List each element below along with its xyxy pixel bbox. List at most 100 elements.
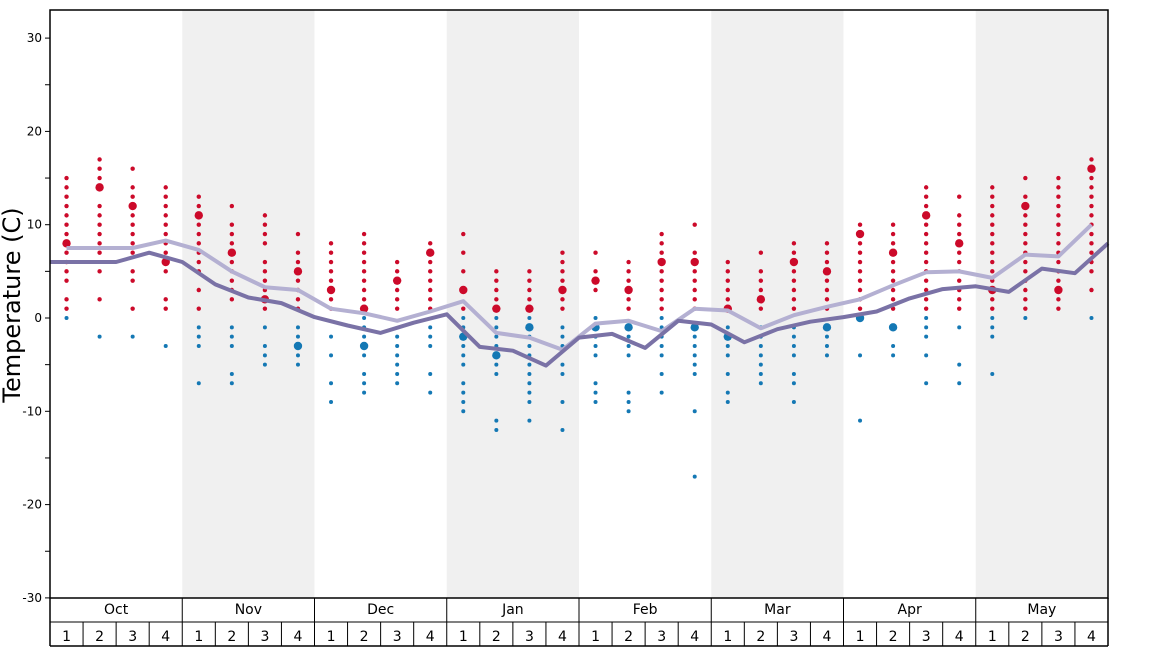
warm-dot [692,250,697,255]
cold-dot [494,371,499,376]
cold-dot [659,353,664,358]
warm-dot [659,241,664,246]
cold-dot [560,371,565,376]
warm-dot [394,287,400,293]
warm-dot [229,297,235,302]
warm-dot [130,278,135,283]
cold-dot [1089,316,1094,320]
warm-dot [97,250,102,255]
warm-dot [791,241,797,246]
warm-dot [593,287,598,293]
warm-dot [64,231,69,237]
y-tick-label: 0 [34,311,42,325]
warm-dot [923,222,929,227]
warm-dot [64,269,69,274]
warm-dot [295,231,301,237]
warm-dot [262,278,268,283]
warm-dot [957,259,962,265]
warm-dot [494,269,499,274]
week-label: 2 [889,629,898,645]
cold-dot [525,323,534,332]
warm-dot [1023,269,1028,274]
warm-dot [921,211,931,220]
month-label-mar: Mar [764,602,791,618]
week-label: 4 [823,629,832,645]
warm-dot [593,250,598,255]
cold-dot [461,399,466,404]
warm-dot [560,250,565,255]
cold-dot [494,334,499,339]
week-label: 1 [591,629,600,645]
y-axis: 30 20 10 0 -10 -20 -30 [22,31,50,605]
cold-dot [329,381,334,386]
warm-dot [527,269,532,274]
cold-dot [822,323,832,332]
warm-dot [593,269,598,274]
warm-dot [1056,241,1061,246]
warm-dot [560,278,565,283]
warm-dot [64,213,69,218]
cold-dot [362,334,367,339]
warm-dot [824,278,830,283]
week-label: 2 [624,629,633,645]
warm-dot [97,241,102,246]
warm-dot [64,297,69,302]
warm-dot [130,185,135,190]
warm-dot [890,278,896,283]
warm-dot [328,278,334,283]
warm-dot [659,306,664,311]
warm-dot [64,278,69,283]
warm-dot [64,185,69,190]
warm-dot [957,278,962,283]
cold-dot [957,325,962,330]
warm-dot [1089,203,1094,209]
warm-dot [824,241,830,246]
warm-dot [361,278,367,283]
warm-dot [725,269,730,274]
cold-dot [858,353,863,358]
warm-dot [130,269,135,274]
week-label: 4 [426,629,435,645]
warm-dot [394,259,400,265]
cold-dot [725,343,730,348]
warm-dot [1056,185,1061,190]
warm-dot [394,297,400,302]
week-label: 1 [194,629,203,645]
cold-dot [924,316,929,320]
warm-dot [923,194,929,199]
warm-dot [461,250,466,255]
warm-dot [626,269,631,274]
y-tick-label: 20 [27,124,42,138]
warm-dot [229,203,235,209]
warm-dot [890,241,896,246]
warm-dot [822,267,832,276]
warm-dot [97,213,102,218]
cold-dot [229,343,234,348]
cold-dot [692,409,697,414]
warm-dot [1056,231,1061,237]
cold-dot [295,353,300,358]
cold-dot [395,381,400,386]
warm-dot [196,222,201,227]
warm-dot [923,278,929,283]
week-label: 2 [756,629,765,645]
warm-dot [890,297,896,302]
week-label: 3 [525,629,534,645]
month-label-dec: Dec [367,602,394,618]
warm-dot [163,231,168,237]
cold-dot [593,316,598,320]
cold-dot [560,427,565,432]
warm-dot [725,278,730,283]
warm-dot [725,287,730,293]
warm-dot [857,269,863,274]
warm-dot [1023,194,1028,199]
cold-dot [626,390,631,395]
warm-dot [1056,297,1061,302]
cold-dot [725,353,730,358]
warm-dot [1056,175,1061,181]
warm-dot [262,213,268,218]
week-label: 1 [723,629,732,645]
cold-dot [593,353,598,358]
cold-dot [428,371,433,376]
warm-dot [890,269,896,274]
